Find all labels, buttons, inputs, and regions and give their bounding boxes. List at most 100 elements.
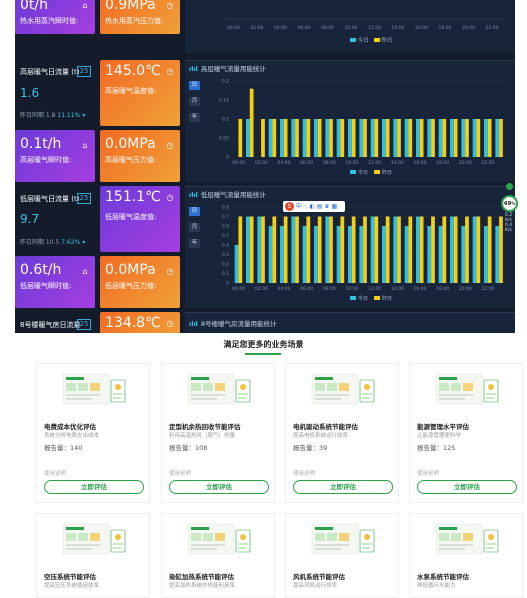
bar-yesterday[interactable] [283,119,288,157]
bar-today[interactable] [314,226,318,283]
bar-yesterday[interactable] [261,216,265,284]
bar-yesterday[interactable] [317,216,322,284]
bar-yesterday[interactable] [272,216,277,284]
bar-yesterday[interactable] [476,216,481,284]
tab-day[interactable]: 日 [189,207,200,216]
bar-yesterday[interactable] [487,119,492,157]
bar-today[interactable] [450,119,454,157]
bar-yesterday[interactable] [453,119,458,157]
bar-yesterday[interactable] [295,216,299,284]
bar-today[interactable] [416,216,420,284]
low-flow-tile[interactable]: 0.6t/h 低层暖气瞬时值: ⌂ [15,256,95,308]
bar-yesterday[interactable] [363,216,367,284]
bar-today[interactable] [246,216,250,284]
bar-today[interactable] [427,119,432,157]
bldg8-temp-tile[interactable]: 134.8℃ ◷ [100,312,180,333]
bar-today[interactable] [472,216,477,284]
bar-today[interactable] [382,226,386,283]
scenario-card[interactable]: 风机系统节能评估 提高风机运行效率 [285,513,399,598]
tab-year[interactable]: 年 [189,113,200,122]
bar-yesterday[interactable] [374,119,379,157]
bar-today[interactable] [461,119,466,157]
bar-today[interactable] [484,119,488,157]
evaluate-button[interactable]: 立即评估 [417,480,517,494]
high-pressure-tile[interactable]: 0.0MPa 高层暖气压力值: ◷ [100,130,180,182]
bar-today[interactable] [438,119,443,157]
bar-yesterday[interactable] [453,216,458,284]
bar-today[interactable] [370,119,375,157]
bar-today[interactable] [495,226,500,283]
bar-today[interactable] [472,119,477,157]
bar-yesterday[interactable] [487,216,492,284]
bar-today[interactable] [404,226,409,283]
tab-month[interactable]: 月 [189,223,200,232]
bar-yesterday[interactable] [385,119,390,157]
bar-yesterday[interactable] [476,119,481,157]
evaluate-button[interactable]: 立即评估 [293,480,393,494]
bar-yesterday[interactable] [238,119,243,157]
bar-today[interactable] [484,226,488,283]
bar-today[interactable] [314,119,318,157]
bar-today[interactable] [359,226,364,283]
bar-today[interactable] [336,226,341,283]
scenario-card[interactable]: 电费成本优化评估 系统分析电费支出成本 报告量：140 使用说明 立即评估 [36,363,150,503]
bar-yesterday[interactable] [465,216,469,284]
bar-today[interactable] [461,226,466,283]
scenario-card[interactable]: 电机驱动系统节能评估 提高电机系统运行效率 报告量：39 使用说明 立即评估 [285,363,399,503]
bar-yesterday[interactable] [431,216,435,284]
bar-today[interactable] [348,226,352,283]
bar-today[interactable] [268,226,273,283]
bar-today[interactable] [280,226,284,283]
bar-yesterday[interactable] [442,216,447,284]
bar-yesterday[interactable] [295,119,299,157]
bar-yesterday[interactable] [408,119,413,157]
bar-yesterday[interactable] [351,216,356,284]
tab-day[interactable]: 日 [189,81,200,90]
bar-today[interactable] [404,119,409,157]
bar-yesterday[interactable] [408,216,413,284]
bar-yesterday[interactable] [351,119,356,157]
bar-today[interactable] [348,119,352,157]
bar-today[interactable] [370,216,375,284]
bar-yesterday[interactable] [272,119,277,157]
network-speed-widget[interactable]: 49% 0.2 K/s 0.4 K/s [501,183,519,243]
bar-today[interactable] [291,216,296,284]
bar-yesterday[interactable] [499,119,503,157]
bar-today[interactable] [302,119,307,157]
bar-today[interactable] [234,245,239,283]
bar-yesterday[interactable] [465,119,469,157]
evaluate-button[interactable]: 立即评估 [44,480,144,494]
scenario-card[interactable]: 染缸加热系统节能评估 提高加热系统的热能利用率 [161,513,275,598]
bar-today[interactable] [393,216,398,284]
bar-today[interactable] [302,226,307,283]
low-temp-tile[interactable]: 151.1℃ 低层暖气温度值: ◷ [100,186,180,252]
bar-yesterday[interactable] [374,216,379,284]
bar-today[interactable] [416,119,420,157]
bar-yesterday[interactable] [249,88,254,157]
evaluate-button[interactable]: 立即评估 [169,480,269,494]
bar-today[interactable] [336,119,341,157]
bar-yesterday[interactable] [283,216,288,284]
usage-instructions-link[interactable]: 使用说明 [44,471,67,477]
bar-today[interactable] [280,119,284,157]
bar-yesterday[interactable] [329,119,333,157]
scenario-card[interactable]: 水泵系统节能评估 降低循环水能力 [409,513,523,598]
bar-yesterday[interactable] [499,216,503,284]
bar-yesterday[interactable] [397,216,401,284]
hot-water-flow-tile[interactable]: 0t/h 热水用蒸汽瞬时值: ⌂ [15,0,95,34]
scenario-card[interactable]: 能源管理水平评估 让能源管理更科学 报告量：125 使用说明 立即评估 [409,363,523,503]
bar-yesterday[interactable] [442,119,447,157]
bar-yesterday[interactable] [431,119,435,157]
bar-today[interactable] [291,119,296,157]
floating-input-toolbar[interactable]: S 中 ·, ◐ ▤ ♛ ▦ [283,201,345,212]
usage-instructions-link[interactable]: 使用说明 [293,471,316,477]
scenario-card[interactable]: 定型机余热回收节能评估 利用高温热风（尾气）热量 报告量：108 使用说明 立即评估 [161,363,275,503]
bar-yesterday[interactable] [249,216,254,284]
tab-year[interactable]: 年 [189,239,200,248]
hot-water-pressure-tile[interactable]: 0.9MPa 热水用蒸汽压力值: ◷ [100,0,180,34]
low-pressure-tile[interactable]: 0.0MPa 低层暖气压力值: ◷ [100,256,180,308]
usage-instructions-link[interactable]: 使用说明 [169,471,192,477]
bar-yesterday[interactable] [340,216,345,284]
bar-yesterday[interactable] [317,119,322,157]
tab-month[interactable]: 月 [189,97,200,106]
